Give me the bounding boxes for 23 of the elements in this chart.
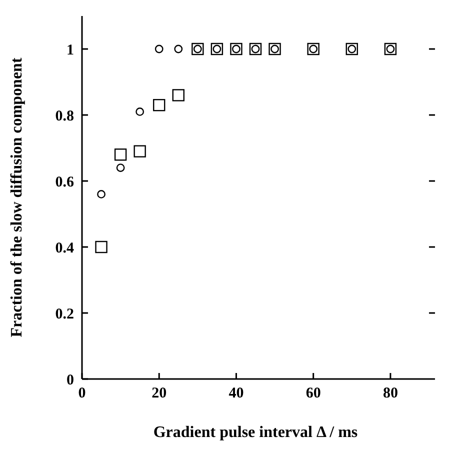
y-axis-title: Fraction of the slow diffusion component bbox=[8, 57, 26, 338]
y-tick-label: 0 bbox=[66, 372, 74, 388]
point bbox=[97, 190, 106, 198]
point bbox=[172, 89, 184, 102]
y-tick-label: 0.6 bbox=[55, 174, 74, 190]
y-tick-label: 1 bbox=[66, 42, 74, 58]
point bbox=[154, 44, 164, 54]
point bbox=[174, 44, 183, 54]
y-tick-label: 0.8 bbox=[55, 108, 74, 124]
x-axis-title: Gradient pulse interval Δ / ms bbox=[153, 424, 358, 441]
point bbox=[136, 108, 144, 116]
y-tick-label: 0.2 bbox=[55, 306, 74, 322]
x-tick-label: 40 bbox=[228, 386, 244, 402]
x-tick-label: 0 bbox=[78, 386, 86, 402]
x-tick-label: 60 bbox=[306, 386, 321, 402]
x-tick-label: 20 bbox=[152, 386, 167, 402]
point bbox=[116, 164, 125, 172]
point bbox=[153, 99, 166, 112]
point bbox=[114, 148, 127, 161]
y-tick-label: 0.4 bbox=[55, 240, 74, 256]
point bbox=[95, 240, 108, 254]
x-tick-label: 80 bbox=[382, 386, 398, 402]
point bbox=[134, 145, 146, 158]
